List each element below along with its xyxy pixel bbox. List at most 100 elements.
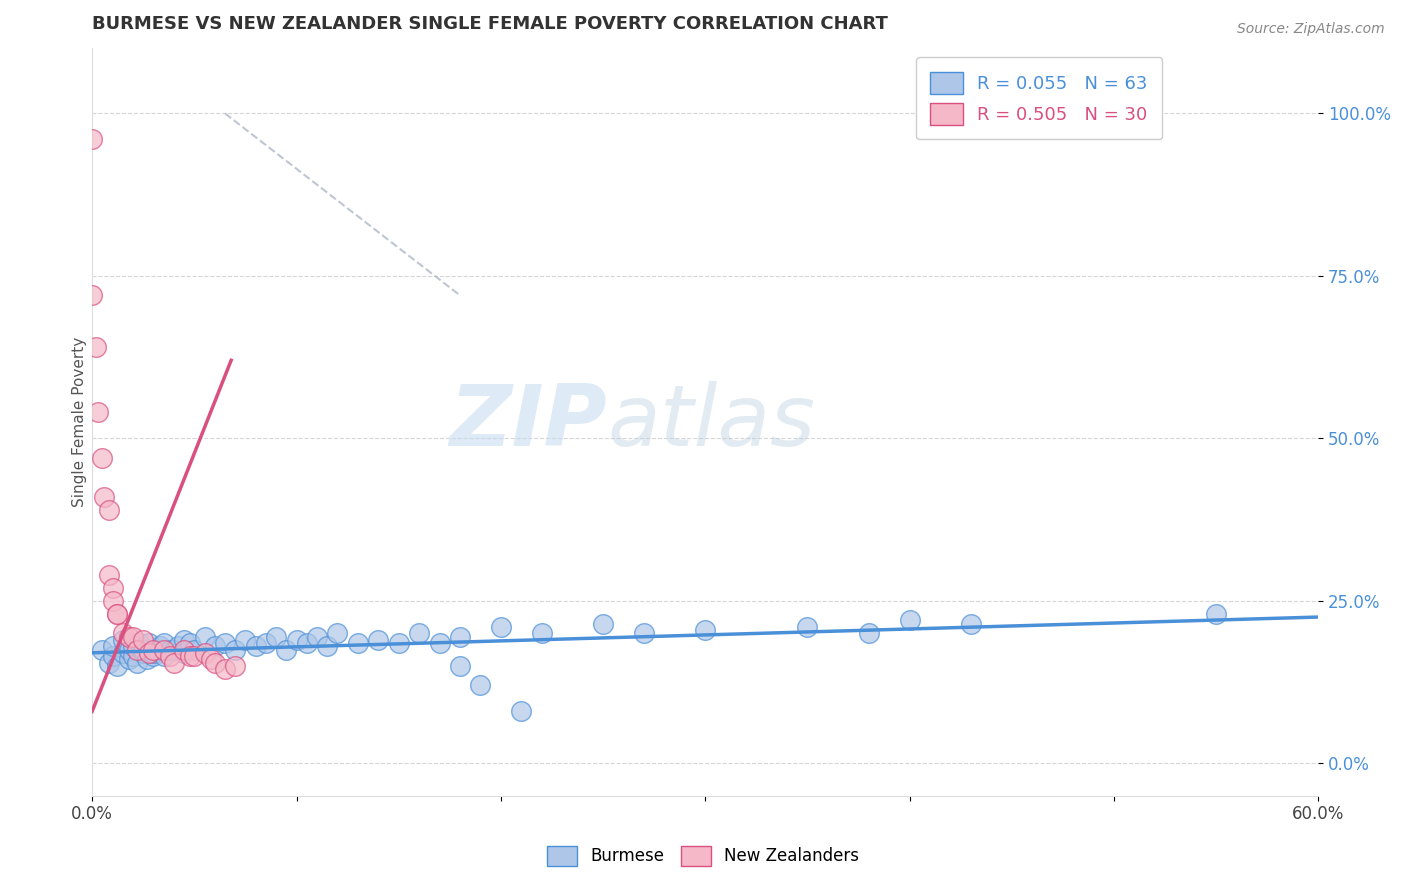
- Point: [101, 581, 124, 595]
- Point: [138, 636, 160, 650]
- Point: [470, 678, 492, 692]
- Point: [245, 640, 267, 654]
- Point: [163, 656, 186, 670]
- Point: [128, 636, 150, 650]
- Point: [146, 642, 169, 657]
- Point: [152, 636, 174, 650]
- Point: [142, 648, 165, 663]
- Point: [122, 640, 145, 654]
- Point: [132, 646, 155, 660]
- Point: [173, 642, 195, 657]
- Text: ZIP: ZIP: [450, 381, 607, 464]
- Point: [193, 630, 215, 644]
- Legend: Burmese, New Zealanders: Burmese, New Zealanders: [533, 832, 873, 880]
- Point: [91, 450, 114, 465]
- Point: [276, 642, 298, 657]
- Text: BURMESE VS NEW ZEALANDER SINGLE FEMALE POVERTY CORRELATION CHART: BURMESE VS NEW ZEALANDER SINGLE FEMALE P…: [93, 15, 889, 33]
- Text: Source: ZipAtlas.com: Source: ZipAtlas.com: [1237, 22, 1385, 37]
- Point: [82, 132, 104, 146]
- Point: [960, 616, 983, 631]
- Legend: R = 0.055   N = 63, R = 0.505   N = 30: R = 0.055 N = 63, R = 0.505 N = 30: [915, 57, 1163, 139]
- Point: [159, 648, 181, 663]
- Point: [224, 642, 246, 657]
- Point: [367, 632, 389, 647]
- Point: [796, 620, 818, 634]
- Point: [118, 642, 141, 657]
- Point: [127, 656, 149, 670]
- Point: [214, 636, 236, 650]
- Point: [429, 636, 451, 650]
- Point: [193, 646, 215, 660]
- Point: [111, 626, 134, 640]
- Point: [449, 630, 471, 644]
- Point: [101, 640, 124, 654]
- Point: [101, 648, 124, 663]
- Point: [858, 626, 880, 640]
- Y-axis label: Single Female Poverty: Single Female Poverty: [72, 337, 87, 508]
- Point: [347, 636, 370, 650]
- Point: [204, 640, 226, 654]
- Point: [316, 640, 339, 654]
- Point: [167, 640, 190, 654]
- Point: [111, 646, 134, 660]
- Point: [254, 636, 277, 650]
- Point: [136, 652, 159, 666]
- Point: [97, 503, 120, 517]
- Point: [530, 626, 553, 640]
- Point: [152, 642, 174, 657]
- Point: [214, 662, 236, 676]
- Point: [510, 704, 533, 718]
- Point: [326, 626, 349, 640]
- Point: [285, 632, 308, 647]
- Point: [695, 623, 717, 637]
- Point: [235, 632, 257, 647]
- Point: [183, 648, 205, 663]
- Point: [82, 288, 104, 302]
- Point: [173, 632, 195, 647]
- Text: atlas: atlas: [607, 381, 815, 464]
- Point: [408, 626, 430, 640]
- Point: [118, 630, 141, 644]
- Point: [118, 652, 141, 666]
- Point: [152, 648, 174, 663]
- Point: [142, 642, 165, 657]
- Point: [132, 632, 155, 647]
- Point: [127, 642, 149, 657]
- Point: [224, 658, 246, 673]
- Point: [173, 646, 195, 660]
- Point: [264, 630, 287, 644]
- Point: [163, 642, 186, 657]
- Point: [142, 646, 165, 660]
- Point: [105, 607, 128, 621]
- Point: [159, 642, 181, 657]
- Point: [388, 636, 411, 650]
- Point: [97, 656, 120, 670]
- Point: [295, 636, 318, 650]
- Point: [138, 646, 160, 660]
- Point: [1205, 607, 1227, 621]
- Point: [449, 658, 471, 673]
- Point: [111, 632, 134, 647]
- Point: [105, 658, 128, 673]
- Point: [105, 607, 128, 621]
- Point: [122, 630, 145, 644]
- Point: [149, 640, 172, 654]
- Point: [204, 656, 226, 670]
- Point: [132, 642, 155, 657]
- Point: [84, 340, 107, 354]
- Point: [87, 405, 110, 419]
- Point: [91, 642, 114, 657]
- Point: [305, 630, 328, 644]
- Point: [592, 616, 614, 631]
- Point: [93, 490, 115, 504]
- Point: [179, 636, 201, 650]
- Point: [179, 648, 201, 663]
- Point: [489, 620, 512, 634]
- Point: [122, 648, 145, 663]
- Point: [200, 652, 222, 666]
- Point: [898, 613, 921, 627]
- Point: [101, 594, 124, 608]
- Point: [183, 642, 205, 657]
- Point: [97, 567, 120, 582]
- Point: [633, 626, 655, 640]
